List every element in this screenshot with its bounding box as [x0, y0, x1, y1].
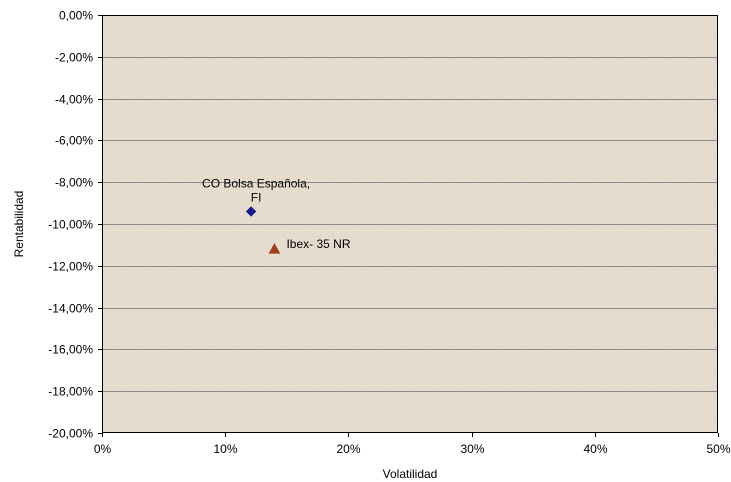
plot-border — [102, 15, 718, 433]
y-axis-tick-labels: 0,00% -2,00% -4,00% -6,00% -8,00% -10,00% -12,… — [48, 9, 93, 441]
data-point-diamond — [245, 206, 257, 217]
x-tick-label: 10% — [213, 442, 237, 456]
y-tick-label: -10,00% — [48, 218, 93, 232]
x-tick-label: 50% — [706, 442, 730, 456]
y-tick-label: -2,00% — [55, 51, 93, 65]
y-axis-title: Rentabilidad — [12, 191, 26, 258]
y-tick-label: -14,00% — [48, 302, 93, 316]
y-tick-label: -6,00% — [55, 134, 93, 148]
data-point-label: Ibex- 35 NR — [286, 237, 350, 251]
y-tick-label: -8,00% — [55, 176, 93, 190]
y-tick-label: -20,00% — [48, 427, 93, 441]
y-tick-label: -12,00% — [48, 260, 93, 274]
y-tick-label: -16,00% — [48, 343, 93, 357]
x-axis-title: Volatilidad — [383, 467, 438, 481]
y-tick-label: 0,00% — [59, 9, 93, 23]
x-tick-label: 0% — [94, 442, 112, 456]
data-point-label: FI — [251, 190, 262, 204]
gridlines — [102, 57, 718, 392]
data-point-triangle — [268, 243, 281, 254]
x-tick-label: 30% — [460, 442, 484, 456]
y-tick-label: -4,00% — [55, 93, 93, 107]
x-tick-label: 40% — [583, 442, 607, 456]
data-point-label: CO Bolsa Española, — [202, 176, 310, 190]
axis-ticks — [98, 15, 719, 437]
data-points — [245, 206, 281, 254]
data-labels: CO Bolsa Española,FI Ibex- 35 NR — [202, 176, 351, 251]
y-tick-label: -18,00% — [48, 385, 93, 399]
x-tick-label: 20% — [336, 442, 360, 456]
x-axis-tick-labels: 0% 10% 20% 30% 40% 50% — [94, 442, 731, 456]
